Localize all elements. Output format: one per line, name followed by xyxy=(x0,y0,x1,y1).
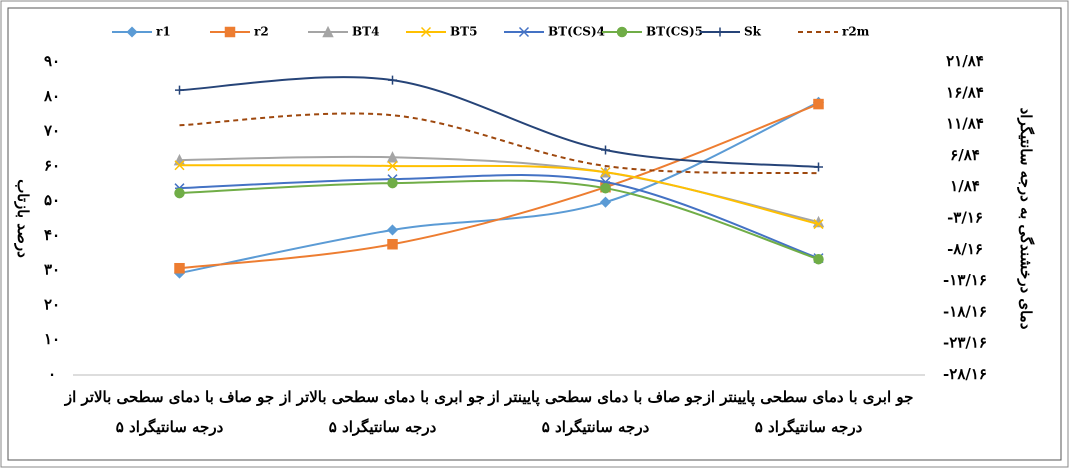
marker-shape xyxy=(387,160,398,172)
series-line xyxy=(179,179,819,261)
marker-shape xyxy=(518,26,530,38)
marker-shape xyxy=(387,238,398,250)
marker xyxy=(715,27,725,37)
legend-label: r2m xyxy=(842,25,870,39)
marker xyxy=(224,26,236,38)
y2-tick-label: ۶/۸۴ xyxy=(950,146,980,164)
marker xyxy=(126,26,138,38)
x-tick-label: ۵ درجه سانتیگراد xyxy=(542,418,650,436)
y2-tick-label: -۳/۱۶ xyxy=(947,209,983,227)
marker xyxy=(386,224,399,236)
marker xyxy=(599,196,612,208)
y-tick-label: ۲۰ xyxy=(44,295,60,313)
marker-shape xyxy=(616,26,628,38)
x-tick-label: ۵ درجه سانتیگراد xyxy=(755,418,863,436)
y2-tick-label: -۲۳/۱۶ xyxy=(943,334,987,352)
y2-tick-label: -۱۸/۱۶ xyxy=(943,302,987,320)
marker xyxy=(388,75,397,85)
marker-shape xyxy=(420,26,432,38)
marker xyxy=(174,160,185,171)
marker-shape xyxy=(322,25,334,38)
marker xyxy=(174,262,185,274)
marker xyxy=(601,145,610,155)
marker xyxy=(600,182,611,194)
y-tick-label: ۹۰ xyxy=(44,52,60,70)
legend-label: BT(CS)4 xyxy=(548,25,605,39)
x-tick-label: جو صاف با دمای سطحی پایینتر از xyxy=(487,388,702,407)
marker xyxy=(387,238,398,250)
marker-shape xyxy=(386,151,399,163)
y-tick-label: ۱۰ xyxy=(44,330,60,348)
marker-shape xyxy=(599,196,612,208)
legend-label: BT(CS)5 xyxy=(646,25,703,39)
marker xyxy=(420,26,432,38)
marker-shape xyxy=(387,177,398,189)
y2-axis-title: دمای درخشندگی به درجه سانتیگراد xyxy=(1017,108,1035,330)
x-tick-label: ۵ درجه سانتیگراد xyxy=(116,418,224,436)
y2-tick-label: ۱۱/۸۴ xyxy=(946,115,984,133)
marker xyxy=(600,167,611,178)
marker-shape xyxy=(715,27,725,37)
x-tick-label: ۵ درجه سانتیگراد xyxy=(329,418,437,436)
y-tick-label: ۸۰ xyxy=(43,87,60,105)
marker xyxy=(322,25,334,38)
series-line xyxy=(179,112,819,175)
marker-shape xyxy=(388,75,397,85)
series-line xyxy=(179,76,819,169)
marker xyxy=(175,85,184,95)
y-tick-label: ۰ xyxy=(48,365,56,383)
series-line xyxy=(179,103,819,270)
marker-shape xyxy=(174,160,185,171)
marker-shape xyxy=(601,145,610,155)
marker-shape xyxy=(126,26,138,38)
series-line xyxy=(179,164,819,226)
marker-shape xyxy=(175,85,184,95)
marker-shape xyxy=(174,262,185,274)
marker xyxy=(813,98,824,110)
marker-shape xyxy=(174,187,185,199)
y2-tick-label: ۱۶/۸۴ xyxy=(946,83,984,101)
marker xyxy=(813,253,824,265)
marker xyxy=(174,187,185,199)
y-tick-label: ۶۰ xyxy=(44,156,60,174)
y-tick-label: ۴۰ xyxy=(44,226,60,244)
marker xyxy=(518,26,530,38)
legend-label: r2 xyxy=(254,25,269,39)
inner-frame xyxy=(7,7,1062,461)
marker-shape xyxy=(600,182,611,194)
x-tick-label: جو ابری با دمای سطحی پایینتر از xyxy=(703,388,914,407)
y-axis-title: درصد بازتاب xyxy=(14,179,32,258)
legend-label: Sk xyxy=(744,25,762,39)
y2-tick-label: ۱/۸۴ xyxy=(950,177,980,195)
marker xyxy=(387,177,398,189)
marker-shape xyxy=(814,162,823,172)
marker xyxy=(814,162,823,172)
y-tick-label: ۳۰ xyxy=(44,261,60,279)
marker-shape xyxy=(813,98,824,110)
marker-shape xyxy=(813,253,824,265)
y2-tick-label: -۸/۱۶ xyxy=(947,240,983,258)
series-line xyxy=(179,174,819,260)
marker xyxy=(387,160,398,172)
marker-shape xyxy=(600,167,611,178)
marker-shape xyxy=(813,219,824,230)
legend-label: BT4 xyxy=(352,25,379,39)
x-tick-label: جو ابری با دمای سطحی بالاتر از xyxy=(279,388,485,406)
x-tick-label: جو صاف با دمای سطحی بالاتر از xyxy=(64,388,274,406)
y-tick-label: ۵۰ xyxy=(44,191,60,209)
y2-tick-label: ۲۱/۸۴ xyxy=(946,52,984,70)
y2-tick-label: -۱۳/۱۶ xyxy=(943,271,987,289)
series-line xyxy=(179,101,819,275)
legend-label: r1 xyxy=(156,25,171,39)
y-tick-label: ۷۰ xyxy=(43,122,60,140)
marker-shape xyxy=(386,224,399,236)
marker-shape xyxy=(224,26,236,38)
legend-label: BT5 xyxy=(450,25,477,39)
marker xyxy=(813,219,824,230)
marker xyxy=(616,26,628,38)
y2-tick-label: -۲۸/۱۶ xyxy=(943,365,987,383)
marker xyxy=(386,151,399,163)
